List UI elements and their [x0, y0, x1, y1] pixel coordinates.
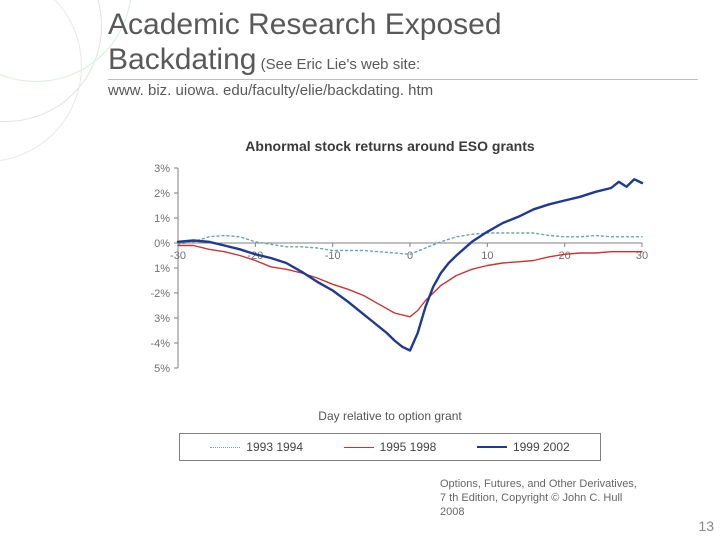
- legend-item: 1993 1994: [210, 440, 303, 454]
- svg-text:2%: 2%: [154, 188, 170, 200]
- footer-line-2: 7 th Edition, Copyright © John C. Hull: [440, 492, 622, 504]
- footer-line-1: Options, Futures, and Other Derivatives,: [440, 478, 637, 490]
- legend-label: 1993 1994: [246, 440, 303, 454]
- svg-text:0: 0: [407, 250, 413, 262]
- title-underline: [108, 79, 698, 80]
- legend-item: 1999 2002: [477, 440, 570, 454]
- legend-item: 1995 1998: [344, 440, 437, 454]
- legend-swatch: [344, 447, 374, 448]
- footer-line-3: 2008: [440, 506, 464, 518]
- title-line-2: Backdating (See Eric Lie's web site:: [108, 43, 698, 78]
- legend-swatch: [477, 446, 507, 448]
- legend-swatch: [210, 447, 240, 448]
- slide-title-block: Academic Research Exposed Backdating (Se…: [108, 8, 698, 99]
- svg-text:1%: 1%: [154, 263, 170, 275]
- footer-citation: Options, Futures, and Other Derivatives,…: [440, 478, 670, 519]
- chart-title: Abnormal stock returns around ESO grants: [130, 138, 650, 154]
- svg-text:5%: 5%: [154, 363, 170, 375]
- title-line-2-sub: (See Eric Lie's web site:: [256, 56, 420, 73]
- x-axis-label: Day relative to option grant: [130, 409, 650, 423]
- svg-text:20: 20: [559, 250, 571, 262]
- svg-text:-10: -10: [325, 250, 341, 262]
- svg-text:3%: 3%: [154, 163, 170, 175]
- svg-text:-2%: -2%: [150, 288, 170, 300]
- title-line-1: Academic Research Exposed: [108, 8, 698, 43]
- slide-number: 13: [698, 518, 714, 534]
- legend-label: 1995 1998: [380, 440, 437, 454]
- subtitle-url: www. biz. uiowa. edu/faculty/elie/backda…: [108, 82, 698, 99]
- line-chart: 5%-4%3%-2%1%0%1%2%3%-30-20-100102030: [130, 160, 650, 400]
- svg-text:-30: -30: [170, 250, 186, 262]
- svg-text:1%: 1%: [154, 213, 170, 225]
- legend-label: 1999 2002: [513, 440, 570, 454]
- chart-legend: 1993 1994 1995 1998 1999 2002: [179, 433, 601, 461]
- svg-text:10: 10: [481, 250, 493, 262]
- svg-text:3%: 3%: [154, 313, 170, 325]
- title-line-2-main: Backdating: [108, 43, 256, 76]
- decor-circle: [0, 0, 82, 162]
- svg-text:-4%: -4%: [150, 338, 170, 350]
- svg-text:0%: 0%: [154, 238, 170, 250]
- series-1999-2002: [178, 179, 642, 350]
- chart-container: Abnormal stock returns around ESO grants…: [130, 138, 650, 461]
